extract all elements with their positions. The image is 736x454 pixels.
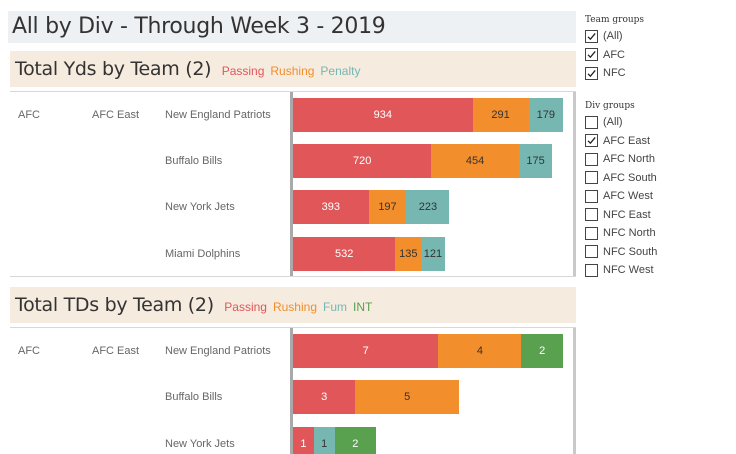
legend-fum: Fum xyxy=(323,300,347,314)
legend-passing: Passing xyxy=(221,64,265,78)
tds-chart-panel: AFC AFC East New England Patriots 7 4 2 Buffal… xyxy=(10,327,576,454)
tds-bar-new-england-patriots-int[interactable]: 2 xyxy=(521,334,563,368)
yds-team-label-new-england-patriots: New England Patriots xyxy=(165,109,271,121)
yds-bar-miami-dolphins-rushing[interactable]: 135 xyxy=(395,237,422,271)
div-groups-option-afc-south[interactable]: AFC South xyxy=(585,169,725,188)
div-groups-option-nfc-north[interactable]: NFC North xyxy=(585,224,725,243)
tds-bar-new-york-jets-int[interactable]: 2 xyxy=(334,427,377,454)
tds-team-label-new-england-patriots: New England Patriots xyxy=(165,345,271,357)
team-groups-options: (All) AFC NFC xyxy=(585,27,725,83)
yds-team-label-buffalo-bills: Buffalo Bills xyxy=(165,155,223,167)
filter-option-label: NFC South xyxy=(603,245,658,258)
checkbox-unchecked-icon[interactable] xyxy=(585,171,598,185)
yds-chart-panel: AFC AFC East New England Patriots 934 291 179… xyxy=(10,91,576,277)
yds-bar-new-england-patriots-penalty[interactable]: 179 xyxy=(528,98,563,132)
checkbox-unchecked-icon[interactable] xyxy=(585,152,598,166)
div-groups-filter: Div groups (All) AFC East AFC North AFC Sou… xyxy=(585,99,725,280)
yds-team-label-miami-dolphins: Miami Dolphins xyxy=(165,248,241,260)
filter-option-label: AFC West xyxy=(603,190,653,203)
tds-team-label-new-york-jets: New York Jets xyxy=(165,438,235,450)
yds-chart-header: Total Yds by Team (2) Passing Rushing Pena… xyxy=(10,51,576,87)
tds-bar-new-england-patriots-rushing[interactable]: 4 xyxy=(438,334,522,368)
dashboard-title: All by Div - Through Week 3 - 2019 xyxy=(8,11,576,43)
team-groups-option-nfc[interactable]: NFC xyxy=(585,64,725,83)
tds-division-label: AFC East xyxy=(92,345,140,357)
yds-bar-new-england-patriots-passing[interactable]: 934 xyxy=(293,98,473,132)
tds-bar-new-york-jets-passing[interactable]: 1 xyxy=(293,427,314,454)
filter-option-label: AFC South xyxy=(603,171,657,184)
yds-team-label-new-york-jets: New York Jets xyxy=(165,201,235,213)
div-groups-options: (All) AFC East AFC North AFC South AFC West N… xyxy=(585,113,725,280)
tds-bar-buffalo-bills-rushing[interactable]: 5 xyxy=(355,380,460,414)
div-groups-option-nfc-east[interactable]: NFC East xyxy=(585,206,725,225)
tds-chart-title: Total TDs by Team (2) xyxy=(15,294,214,316)
checkbox-unchecked-icon[interactable] xyxy=(585,115,598,129)
tds-panel-edge xyxy=(573,328,576,454)
yds-bar-buffalo-bills-passing[interactable]: 720 xyxy=(293,144,432,178)
filter-option-label: AFC East xyxy=(603,134,651,147)
filter-option-label: (All) xyxy=(603,30,623,43)
team-groups-filter: Team groups (All) AFC NFC xyxy=(585,13,725,83)
filter-option-label: AFC North xyxy=(603,153,655,166)
tds-bar-buffalo-bills-passing[interactable]: 3 xyxy=(293,380,356,414)
team-groups-title: Team groups xyxy=(585,15,645,25)
yds-bar-buffalo-bills-rushing[interactable]: 454 xyxy=(431,144,519,178)
yds-bar-new-england-patriots-rushing[interactable]: 291 xyxy=(472,98,529,132)
div-groups-option-nfc-west[interactable]: NFC West xyxy=(585,261,725,280)
checkbox-checked-icon[interactable] xyxy=(585,29,598,43)
filter-option-label: NFC East xyxy=(603,208,651,221)
div-groups-option-all[interactable]: (All) xyxy=(585,113,725,132)
yds-bar-buffalo-bills-penalty[interactable]: 175 xyxy=(518,144,553,178)
yds-conference-label: AFC xyxy=(18,109,40,121)
filter-option-label: NFC xyxy=(603,67,626,80)
checkbox-unchecked-icon[interactable] xyxy=(585,189,598,203)
filter-option-label: NFC North xyxy=(603,227,656,240)
legend-passing: Passing xyxy=(224,300,267,314)
checkbox-checked-icon[interactable] xyxy=(585,48,598,62)
div-groups-option-nfc-south[interactable]: NFC South xyxy=(585,243,725,262)
tds-team-label-buffalo-bills: Buffalo Bills xyxy=(165,391,223,403)
checkbox-checked-icon[interactable] xyxy=(585,66,598,80)
team-groups-option-afc[interactable]: AFC xyxy=(585,46,725,65)
yds-bar-new-york-jets-passing[interactable]: 393 xyxy=(293,190,369,224)
filter-option-label: NFC West xyxy=(603,264,654,277)
checkbox-checked-icon[interactable] xyxy=(585,134,598,148)
team-groups-option-all[interactable]: (All) xyxy=(585,27,725,46)
yds-bar-miami-dolphins-penalty[interactable]: 121 xyxy=(421,237,445,271)
filter-option-label: (All) xyxy=(603,116,623,129)
tds-bar-new-england-patriots-passing[interactable]: 7 xyxy=(293,334,439,368)
yds-bar-miami-dolphins-passing[interactable]: 532 xyxy=(293,237,396,271)
div-groups-option-afc-north[interactable]: AFC North xyxy=(585,150,725,169)
checkbox-unchecked-icon[interactable] xyxy=(585,245,598,259)
tds-conference-label: AFC xyxy=(18,345,40,357)
yds-panel-edge xyxy=(573,92,576,276)
tds-chart-header: Total TDs by Team (2) Passing Rushing Fum I… xyxy=(10,287,576,323)
div-groups-option-afc-west[interactable]: AFC West xyxy=(585,187,725,206)
checkbox-unchecked-icon[interactable] xyxy=(585,263,598,277)
yds-division-label: AFC East xyxy=(92,109,140,121)
yds-bar-new-york-jets-rushing[interactable]: 197 xyxy=(368,190,407,224)
div-groups-option-afc-east[interactable]: AFC East xyxy=(585,132,725,151)
legend-rushing: Rushing xyxy=(272,300,317,314)
checkbox-unchecked-icon[interactable] xyxy=(585,226,598,240)
div-groups-title: Div groups xyxy=(585,101,635,111)
yds-axis-line xyxy=(290,92,293,276)
legend-int: INT xyxy=(353,300,373,314)
checkbox-unchecked-icon[interactable] xyxy=(585,208,598,222)
legend-penalty: Penalty xyxy=(320,64,361,78)
legend-rushing: Rushing xyxy=(270,64,315,78)
tds-axis-line xyxy=(290,328,293,454)
tds-bar-new-york-jets-fum[interactable]: 1 xyxy=(313,427,335,454)
filter-option-label: AFC xyxy=(603,48,625,61)
yds-bar-new-york-jets-penalty[interactable]: 223 xyxy=(406,190,450,224)
yds-chart-title: Total Yds by Team (2) xyxy=(15,58,212,80)
